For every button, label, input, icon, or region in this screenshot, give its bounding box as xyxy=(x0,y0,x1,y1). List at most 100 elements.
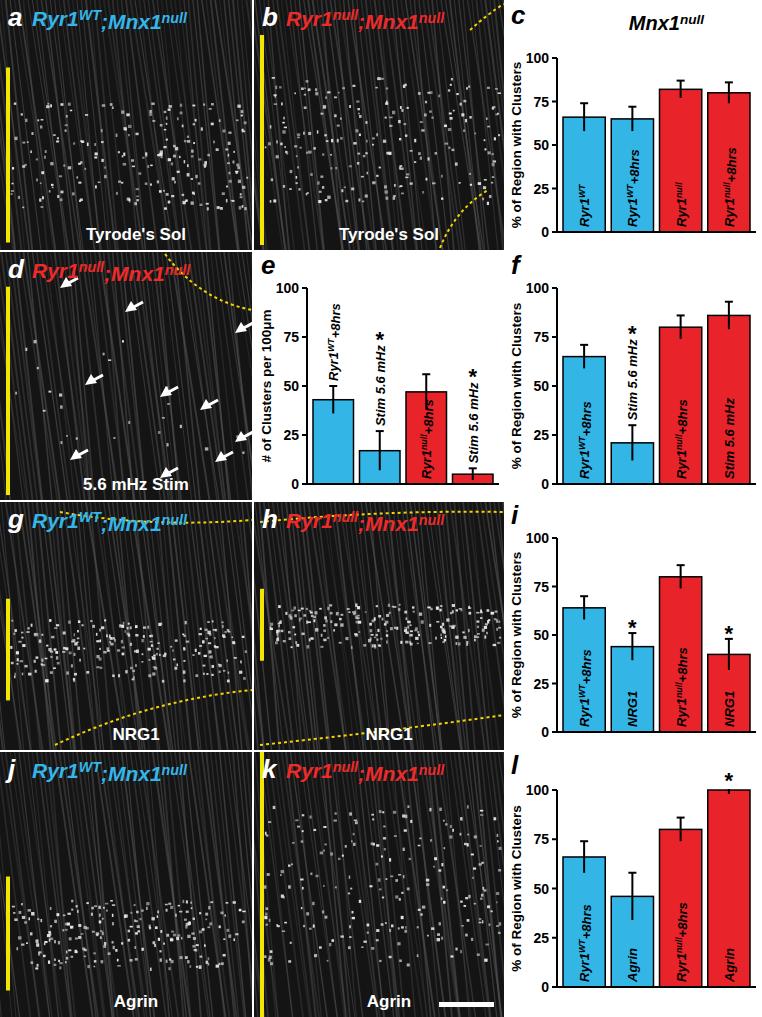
cluster-dot xyxy=(59,175,62,177)
cluster-dot xyxy=(182,125,184,128)
genotype-label: Ryr1null;Mnx1null xyxy=(286,7,445,33)
cluster-dot xyxy=(489,923,491,926)
cluster-dot xyxy=(208,957,210,960)
cluster-dot xyxy=(424,113,427,116)
cluster-dot xyxy=(406,617,408,620)
cluster-dot xyxy=(108,952,111,955)
cluster-dot xyxy=(291,646,293,648)
cluster-dot xyxy=(498,92,501,94)
cluster-dot xyxy=(205,913,208,916)
cluster-dot xyxy=(302,633,305,636)
cluster-dot xyxy=(367,932,369,934)
cluster-dot xyxy=(348,893,350,895)
cluster-dot xyxy=(325,619,327,622)
cluster-dot xyxy=(479,918,481,920)
cluster-dot xyxy=(278,623,281,625)
cluster-dot xyxy=(414,161,416,163)
cluster-dot xyxy=(84,956,86,958)
cluster-dot xyxy=(339,618,342,620)
cluster-dot xyxy=(142,157,144,159)
cluster-dot xyxy=(94,905,97,907)
cluster-dot xyxy=(265,913,267,916)
cluster-dot xyxy=(67,923,70,926)
cluster-dot xyxy=(45,658,48,660)
cluster-dot xyxy=(246,177,248,179)
cluster-dot xyxy=(335,886,337,888)
cluster-dot xyxy=(143,626,146,628)
cluster-dot xyxy=(77,630,79,632)
cluster-dot xyxy=(242,452,244,454)
cluster-dot xyxy=(76,176,78,178)
fiber-streak xyxy=(379,752,404,1017)
cluster-dot xyxy=(276,924,278,927)
cluster-dot xyxy=(213,629,216,631)
cluster-dot xyxy=(441,897,443,899)
cluster-dot xyxy=(68,621,71,624)
cluster-dot xyxy=(436,606,439,609)
cluster-dot xyxy=(298,610,301,612)
fiber-streak xyxy=(481,502,504,750)
fiber-streak xyxy=(251,252,252,500)
cluster-dot xyxy=(459,182,461,184)
error-cap xyxy=(376,430,384,432)
fiber-streak xyxy=(104,0,144,250)
fiber-streak xyxy=(406,0,443,250)
cluster-dot xyxy=(477,954,480,956)
cluster-dot xyxy=(136,199,139,201)
cluster-dot xyxy=(274,103,277,105)
cluster-dot xyxy=(313,829,316,831)
cluster-dot xyxy=(306,152,308,154)
cluster-dot xyxy=(242,911,245,913)
cluster-dot xyxy=(497,840,499,842)
cluster-dot xyxy=(428,642,431,644)
cluster-dot xyxy=(37,119,39,121)
cluster-dot xyxy=(417,954,419,957)
cluster-dot xyxy=(323,639,326,642)
cluster-dot xyxy=(137,925,140,928)
cluster-dot xyxy=(145,152,147,155)
cluster-dot xyxy=(217,206,220,209)
cluster-dot xyxy=(386,614,389,617)
arrow-head xyxy=(235,431,247,442)
fiber-streak xyxy=(113,752,145,1017)
cluster-dot xyxy=(31,132,33,135)
cluster-dot xyxy=(492,176,494,178)
micrograph xyxy=(0,252,252,500)
cluster-dot xyxy=(306,621,308,624)
cluster-dot xyxy=(320,646,323,648)
cluster-dot xyxy=(362,201,364,203)
cluster-dot xyxy=(110,103,113,106)
cluster-dot xyxy=(484,179,487,181)
cluster-dot xyxy=(101,141,104,143)
cluster-dot xyxy=(145,183,148,185)
cluster-dot xyxy=(283,185,285,188)
cluster-dot xyxy=(349,105,351,108)
cluster-dot xyxy=(280,874,282,876)
cluster-dot xyxy=(443,886,445,889)
cluster-dot xyxy=(22,142,25,144)
cluster-dot xyxy=(329,604,332,606)
cluster-dot xyxy=(375,634,378,636)
cluster-dot xyxy=(433,866,435,868)
cluster-dot xyxy=(113,946,115,949)
cluster-dot xyxy=(228,672,230,674)
fiber-streak xyxy=(122,252,146,500)
cluster-dot xyxy=(55,651,58,654)
cluster-dot xyxy=(327,637,329,639)
cluster-dot xyxy=(325,199,328,201)
cluster-dot xyxy=(284,146,286,148)
cluster-dot xyxy=(13,633,15,635)
cluster-dot xyxy=(326,140,329,142)
cluster-dot xyxy=(409,634,412,637)
panel-letter: f xyxy=(511,250,522,280)
cluster-dot xyxy=(74,673,77,676)
cluster-dot xyxy=(399,898,401,901)
cluster-dot xyxy=(175,147,178,150)
y-tick-label: 0 xyxy=(541,476,549,492)
cluster-dot xyxy=(405,177,408,179)
cluster-dot xyxy=(113,437,115,439)
cluster-dot xyxy=(168,108,171,110)
cluster-dot xyxy=(219,119,221,122)
cluster-dot xyxy=(37,367,39,369)
cluster-dot xyxy=(441,637,443,639)
